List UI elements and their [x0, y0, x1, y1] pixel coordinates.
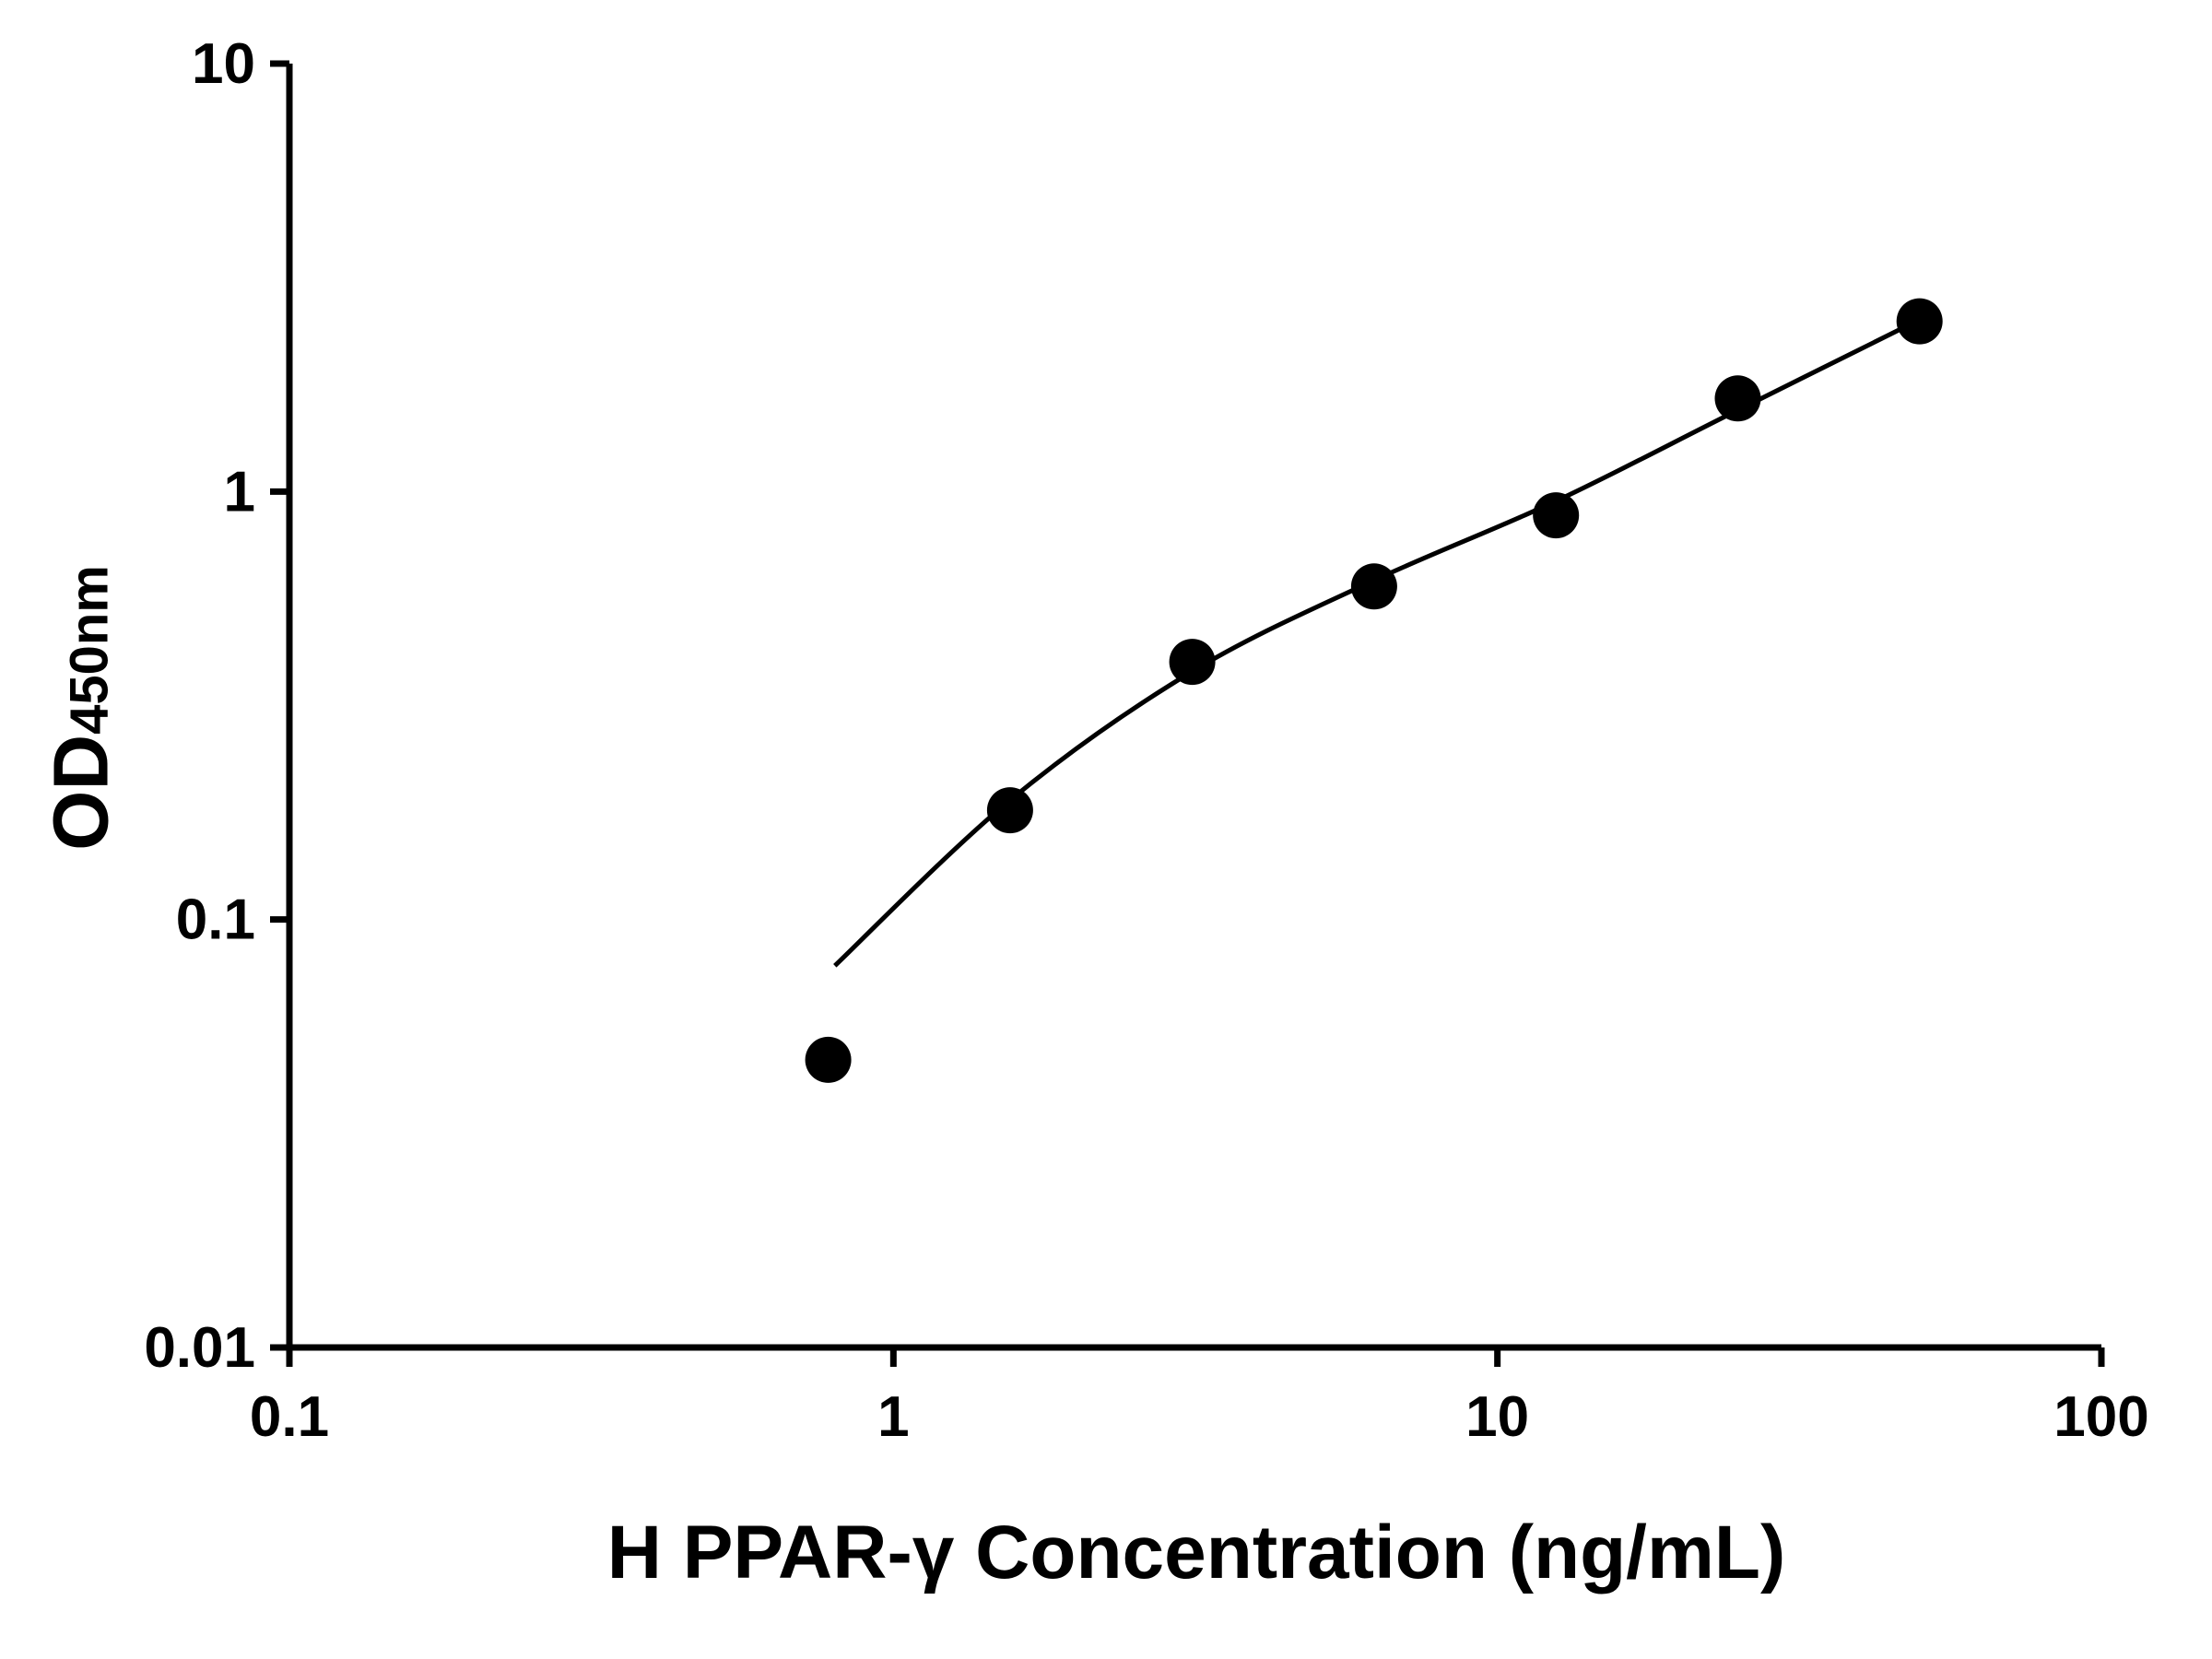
data-point — [1896, 298, 1943, 345]
y-tick-label: 1 — [224, 460, 255, 524]
x-tick-label: 10 — [1465, 1385, 1529, 1449]
y-axis-title-sub: 450nm — [59, 565, 120, 735]
y-tick-label: 10 — [192, 32, 255, 96]
x-axis-title: H PPAR-γ Concentration (ng/mL) — [606, 1511, 1786, 1594]
y-axis-title-main: OD — [37, 734, 124, 851]
data-point — [1533, 492, 1580, 539]
x-tick-label: 100 — [2053, 1385, 2148, 1449]
data-point — [986, 787, 1033, 834]
y-tick-label: 0.1 — [176, 888, 255, 952]
data-point — [1714, 375, 1761, 422]
x-tick-label: 0.1 — [250, 1385, 329, 1449]
fit-curve — [833, 317, 1921, 968]
data-point — [1169, 639, 1216, 686]
x-tick-label: 1 — [877, 1385, 909, 1449]
y-axis-title: OD450nm — [37, 565, 126, 851]
data-point — [1350, 563, 1397, 610]
data-point — [805, 1036, 852, 1083]
y-tick-label: 0.01 — [144, 1316, 255, 1380]
